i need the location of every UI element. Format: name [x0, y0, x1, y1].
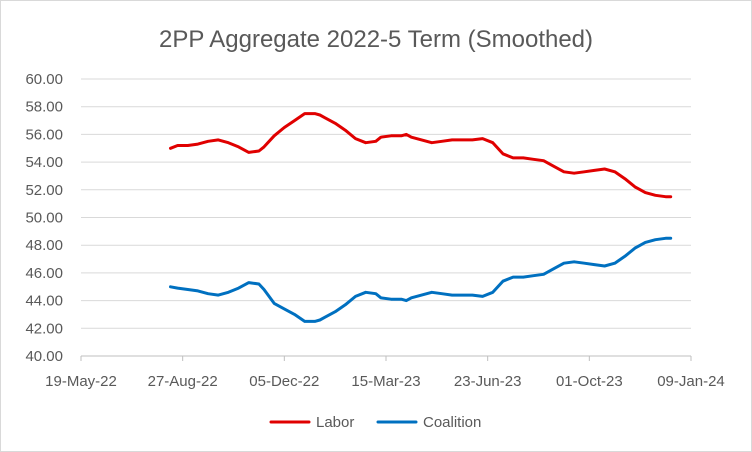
- legend: Labor Coalition: [269, 414, 481, 431]
- y-tick-label: 52.00: [25, 182, 63, 199]
- y-tick-label: 56.00: [25, 126, 63, 143]
- x-tick-label: 27-Aug-22: [148, 373, 218, 390]
- y-tick-label: 40.00: [25, 348, 63, 365]
- x-tick-label: 23-Jun-23: [454, 373, 522, 390]
- y-tick-label: 60.00: [25, 71, 63, 88]
- y-tick-label: 44.00: [25, 293, 63, 310]
- series-line-labor: [169, 112, 673, 199]
- series-lines: [169, 112, 673, 323]
- x-tick-label: 05-Dec-22: [249, 373, 319, 390]
- x-tick-label: 19-May-22: [45, 373, 117, 390]
- legend-label-labor: Labor: [316, 414, 354, 431]
- chart-title: 2PP Aggregate 2022-5 Term (Smoothed): [159, 26, 593, 53]
- x-tick-label: 01-Oct-23: [556, 373, 623, 390]
- x-tick-label: 15-Mar-23: [351, 373, 420, 390]
- y-tick-label: 50.00: [25, 210, 63, 227]
- series-line-coalition: [169, 236, 673, 323]
- y-tick-label: 58.00: [25, 99, 63, 116]
- x-tick-label: 09-Jan-24: [657, 373, 725, 390]
- y-tick-label: 42.00: [25, 320, 63, 337]
- legend-label-coalition: Coalition: [423, 414, 481, 431]
- axes: 40.00 42.00 44.00 46.00 48.00 50.00 52.00 54.00…: [25, 71, 724, 390]
- y-tick-label: 54.00: [25, 154, 63, 171]
- y-tick-label: 48.00: [25, 237, 63, 254]
- gridlines: [81, 78, 691, 329]
- y-tick-label: 46.00: [25, 265, 63, 282]
